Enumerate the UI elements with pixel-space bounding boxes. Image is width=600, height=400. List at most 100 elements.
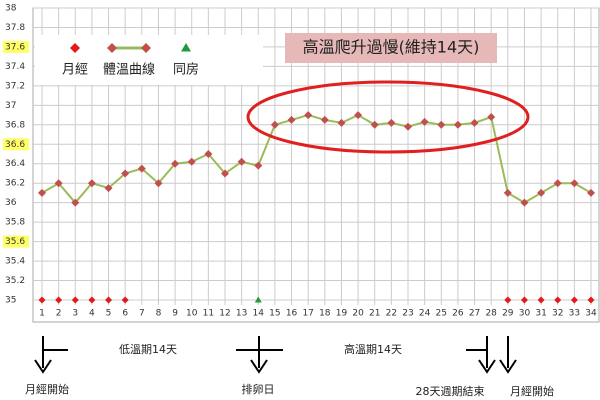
marker xyxy=(554,296,562,304)
marker xyxy=(88,296,96,304)
marker xyxy=(404,122,412,131)
marker xyxy=(154,179,163,188)
y-tick-label: 35 xyxy=(5,296,16,306)
x-tick-label: 30 xyxy=(519,309,531,319)
marker xyxy=(87,179,96,188)
marker xyxy=(221,169,229,178)
x-tick-label: 22 xyxy=(386,309,397,319)
marker xyxy=(171,159,180,168)
y-tick-label: 37.2 xyxy=(5,81,25,91)
x-tick-label: 7 xyxy=(139,309,145,319)
timeline-label: 月經開始 xyxy=(510,384,554,398)
marker xyxy=(70,43,80,53)
marker xyxy=(107,43,117,53)
x-tick-label: 15 xyxy=(269,309,280,319)
annotation: 高溫爬升過慢(維持14天) xyxy=(303,38,480,57)
y-tick-label: 35.2 xyxy=(5,276,25,286)
x-tick-label: 29 xyxy=(502,309,514,319)
marker xyxy=(71,296,79,304)
x-tick-label: 20 xyxy=(352,309,364,319)
annotation-box xyxy=(285,33,497,63)
y-tick-label: 36 xyxy=(5,198,17,208)
marker xyxy=(187,157,196,166)
marker xyxy=(287,115,296,124)
marker xyxy=(204,150,213,158)
y-tick-label: 37 xyxy=(5,101,16,111)
x-tick-label: 10 xyxy=(186,309,198,319)
marker xyxy=(121,169,130,178)
x-tick-label: 9 xyxy=(172,309,178,319)
timeline-label: 28天週期結束 xyxy=(416,384,485,398)
marker xyxy=(387,118,396,127)
timeline-label: 排卵日 xyxy=(242,382,275,396)
x-tick-label: 4 xyxy=(89,309,95,319)
timeline-label: 高溫期14天 xyxy=(344,342,402,356)
tick-highlight xyxy=(3,40,29,53)
marker xyxy=(54,179,63,188)
marker xyxy=(587,296,595,304)
x-tick-label: 2 xyxy=(56,309,62,319)
x-tick-label: 16 xyxy=(286,309,298,319)
marker xyxy=(537,296,545,304)
x-tick-label: 32 xyxy=(552,309,563,319)
x-tick-label: 25 xyxy=(436,309,447,319)
legend-label: 同房 xyxy=(173,62,199,78)
marker xyxy=(237,157,246,166)
marker xyxy=(504,296,512,304)
x-tick-label: 3 xyxy=(72,309,78,319)
x-tick-label: 24 xyxy=(419,309,431,319)
marker xyxy=(104,184,113,193)
marker xyxy=(437,120,446,129)
marker xyxy=(121,296,129,304)
x-tick-label: 17 xyxy=(302,309,313,319)
legend-label: 月經 xyxy=(62,63,88,78)
marker xyxy=(38,188,46,197)
marker xyxy=(55,296,63,304)
timeline-arrows xyxy=(34,336,517,374)
marker xyxy=(520,198,529,207)
x-tick-label: 33 xyxy=(569,309,580,319)
x-tick-label: 19 xyxy=(336,309,348,319)
marker xyxy=(337,118,346,127)
legend-box xyxy=(35,35,263,85)
highlight-ellipse xyxy=(246,80,530,154)
x-tick-label: 31 xyxy=(535,309,546,319)
y-tick-label: 36.4 xyxy=(5,159,25,169)
marker xyxy=(453,120,462,129)
marker xyxy=(254,296,262,303)
marker xyxy=(71,198,80,207)
marker xyxy=(354,111,363,120)
y-tick-label: 37.6 xyxy=(5,42,25,52)
x-tick-label: 5 xyxy=(106,309,112,319)
marker xyxy=(320,115,329,124)
marker xyxy=(254,161,263,170)
y-tick-label: 37.4 xyxy=(5,62,25,72)
y-tick-label: 35.6 xyxy=(5,237,25,247)
y-tick-label: 35.8 xyxy=(5,218,25,228)
marker xyxy=(181,43,191,52)
marker xyxy=(304,111,313,120)
tick-highlight xyxy=(3,138,29,151)
x-tick-label: 13 xyxy=(236,309,247,319)
marker xyxy=(141,43,151,53)
marker xyxy=(470,118,479,127)
timeline-label: 月經開始 xyxy=(25,382,69,396)
marker xyxy=(137,164,146,173)
marker xyxy=(587,188,595,197)
x-tick-label: 11 xyxy=(203,309,214,319)
x-tick-label: 18 xyxy=(319,309,331,319)
x-tick-label: 14 xyxy=(253,309,265,319)
timeline-label: 低溫期14天 xyxy=(119,342,177,356)
y-tick-label: 36.8 xyxy=(5,120,25,130)
marker xyxy=(520,296,528,304)
marker xyxy=(570,179,579,188)
x-tick-label: 27 xyxy=(469,309,480,319)
marker xyxy=(570,296,578,304)
marker xyxy=(270,120,279,129)
y-tick-label: 35.4 xyxy=(5,257,25,267)
marker xyxy=(38,296,46,304)
x-tick-label: 28 xyxy=(485,309,497,319)
x-tick-label: 26 xyxy=(452,309,464,319)
marker xyxy=(503,188,512,197)
x-tick-label: 34 xyxy=(585,309,597,319)
